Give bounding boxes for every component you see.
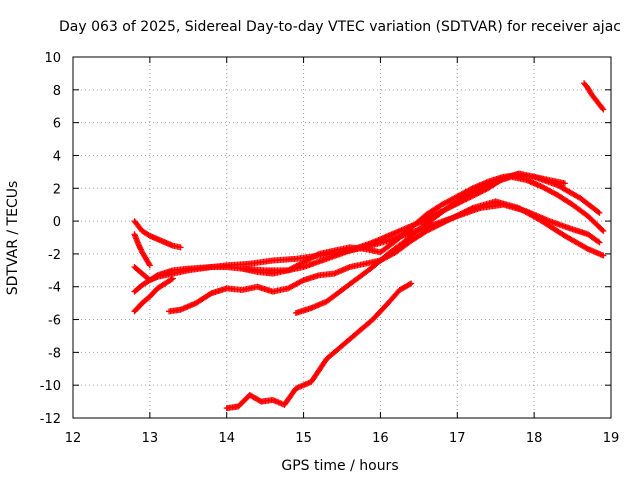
- y-tick-label: 10: [44, 51, 61, 66]
- y-tick-label: 0: [53, 215, 61, 230]
- grid-lines: [73, 57, 611, 418]
- data-point-marker: [169, 275, 176, 282]
- x-tick-label: 15: [295, 431, 312, 446]
- y-tick-label: -8: [48, 346, 61, 361]
- data-point-marker: [146, 261, 153, 268]
- data-point-marker: [561, 180, 568, 187]
- data-series: [131, 80, 607, 412]
- data-point-marker: [600, 106, 607, 113]
- data-point-marker: [599, 105, 606, 112]
- y-tick-label: -4: [48, 281, 61, 296]
- series-arc-5: [131, 275, 176, 315]
- series-arc-1: [131, 218, 184, 251]
- data-point-marker: [595, 208, 602, 215]
- x-tick-label: 16: [372, 431, 389, 446]
- y-axis-label: SDTVAR / TECUs: [5, 181, 21, 296]
- x-tick-label: 12: [65, 431, 82, 446]
- y-tick-label: 6: [53, 117, 61, 132]
- data-point-marker: [596, 239, 603, 246]
- data-point-marker: [600, 227, 607, 234]
- data-point-marker: [599, 226, 606, 233]
- y-tick-label: -6: [48, 314, 61, 329]
- y-tick-label: -2: [48, 248, 61, 263]
- data-point-marker: [146, 262, 153, 269]
- x-tick-label: 17: [449, 431, 466, 446]
- series-arc-10: [581, 80, 607, 113]
- y-tick-label: 4: [53, 149, 61, 164]
- series-arc-4: [131, 170, 603, 295]
- data-point-marker: [408, 280, 415, 287]
- data-point-marker: [207, 291, 214, 298]
- y-tick-label: 8: [53, 84, 61, 99]
- x-tick-label: 18: [526, 431, 543, 446]
- x-tick-label: 14: [218, 431, 235, 446]
- data-point-marker: [177, 244, 184, 251]
- y-tick-label: 2: [53, 182, 61, 197]
- axis-ticks: 12 13 14 15 16 17 18 19 -12 -10 -8 -6 -4 -2 0 2 4 6 8 10: [40, 51, 620, 446]
- y-tick-label: -10: [40, 379, 61, 394]
- x-tick-label: 13: [142, 431, 159, 446]
- y-tick-label: -12: [40, 412, 61, 427]
- data-point-marker: [168, 276, 175, 283]
- chart-title: Day 063 of 2025, Sidereal Day-to-day VTE…: [59, 19, 621, 35]
- data-point-marker: [406, 281, 413, 288]
- data-point-marker: [600, 252, 607, 259]
- series-arc-6: [166, 198, 607, 315]
- data-point-marker: [595, 238, 602, 245]
- x-tick-label: 19: [603, 431, 620, 446]
- series-arc-8: [223, 280, 415, 412]
- x-axis-label: GPS time / hours: [281, 458, 398, 474]
- data-point-marker: [596, 209, 603, 216]
- series-arc-2: [131, 231, 153, 269]
- series-arc-9: [239, 172, 568, 277]
- plot-frame: [72, 56, 612, 419]
- series-arc-7: [292, 173, 607, 316]
